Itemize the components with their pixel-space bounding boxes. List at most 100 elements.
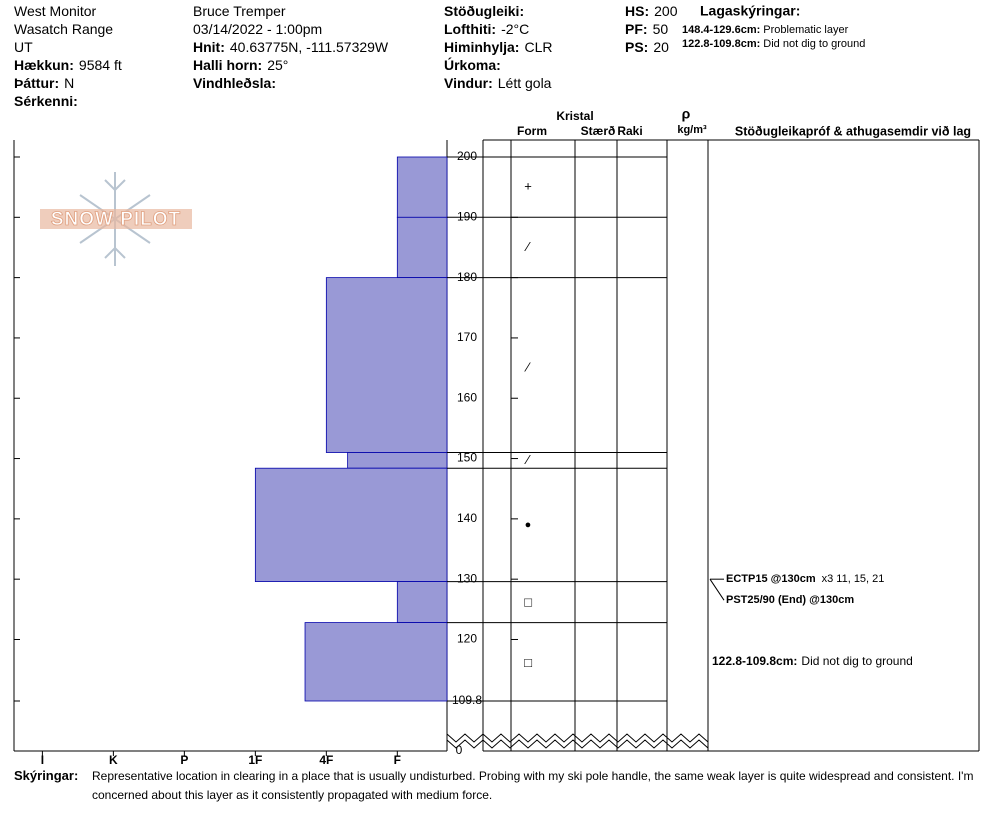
- y-tick-label: 150: [457, 451, 477, 465]
- legend-text: Did not dig to ground: [763, 38, 865, 50]
- logo-text: SNOW PILOT: [51, 209, 181, 230]
- field-label: Vindhleðsla:: [193, 75, 276, 91]
- x-tick-label: 4F: [319, 753, 333, 766]
- header-field: HS: 200: [625, 3, 678, 19]
- field-label: Hnit:: [193, 39, 225, 55]
- comment-text: Did not dig to ground: [801, 654, 912, 668]
- grain-form: ⁄: [524, 452, 531, 467]
- header-field: Stöðugleiki:: [444, 3, 524, 19]
- header-field: Vindhleðsla:: [193, 75, 276, 91]
- test-result: x3 11, 15, 21: [822, 573, 885, 585]
- field-label: Halli horn:: [193, 57, 262, 73]
- hardness-bar: [325, 277, 448, 453]
- field-value: UT: [14, 39, 33, 55]
- col-header: Raki: [617, 124, 642, 138]
- header-field: West Monitor: [14, 3, 97, 19]
- x-tick-label: P: [180, 753, 188, 766]
- field-value: 200: [654, 3, 678, 19]
- test-label: ECTP15 @130cm x3 11, 15, 21: [726, 573, 884, 585]
- legend-text: Problematic layer: [763, 24, 848, 36]
- header-field: UT: [14, 39, 33, 55]
- header-field: 03/14/2022 - 1:00pm: [193, 21, 322, 37]
- header-field: Himinhylja: CLR: [444, 39, 552, 55]
- test-arrow: [709, 578, 725, 601]
- header-field: Sérkenni:: [14, 93, 78, 109]
- field-label: Úrkoma:: [444, 56, 501, 73]
- y-tick-label: 170: [457, 330, 477, 344]
- snow-profile: SNOW PILOT Kristal Form Stærð Raki ρ kg/…: [13, 3, 980, 767]
- hardness-bar: [304, 622, 448, 702]
- footer-text: Representative location in clearing in a…: [92, 769, 974, 802]
- field-value: CLR: [524, 39, 552, 55]
- test-label: PST25/90 (End) @130cm: [726, 594, 854, 606]
- grain-form: ●: [525, 519, 532, 531]
- field-label: Vindur:: [444, 75, 493, 91]
- field-value: 03/14/2022 - 1:00pm: [193, 21, 322, 37]
- col-header: Stöðugleikapróf & athugasemdir við lag: [735, 124, 971, 138]
- grain-form: +: [524, 179, 532, 194]
- y-tick-label: 190: [457, 209, 477, 223]
- test-name: ECTP15 @130cm: [726, 573, 816, 585]
- header-field: Hnit: 40.63775N, -111.57329W: [193, 39, 389, 55]
- legend-entry: 122.8-109.8cm: Did not dig to ground: [682, 38, 865, 50]
- y-tick-label: 109.8: [452, 693, 482, 707]
- col-header: Stærð: [581, 124, 616, 138]
- y-tick-label: 130: [457, 571, 477, 585]
- field-value: 50: [653, 21, 669, 37]
- grain-form: □: [524, 595, 532, 610]
- field-label: Hækkun:: [14, 57, 74, 73]
- field-value: West Monitor: [14, 3, 97, 19]
- x-tick-label: K: [109, 753, 118, 766]
- frame: [13, 139, 980, 752]
- legend-title: Lagaskýringar:: [700, 3, 800, 19]
- field-label: Þáttur:: [14, 75, 59, 91]
- grain-form: □: [524, 655, 532, 670]
- header-field: Wasatch Range: [14, 21, 113, 37]
- hardness-bar: [396, 216, 448, 279]
- field-label: HS:: [625, 3, 649, 19]
- comment-range: 122.8-109.8cm:: [712, 654, 797, 668]
- field-value: Wasatch Range: [14, 21, 113, 37]
- legend-range: 148.4-129.6cm:: [682, 24, 760, 36]
- grain-form: ⁄: [524, 360, 531, 375]
- col-header: kg/m³: [677, 124, 707, 136]
- header-field: Þáttur: N: [14, 75, 74, 91]
- header-field: Úrkoma:: [444, 56, 501, 73]
- header-field: Hækkun: 9584 ft: [14, 57, 122, 73]
- field-value: N: [64, 75, 74, 91]
- test-name: PST25/90 (End) @130cm: [726, 594, 854, 606]
- hardness-bar: [396, 156, 448, 218]
- col-header: Form: [517, 124, 547, 138]
- header-field: PS: 20: [625, 39, 669, 55]
- y-bottom-label: 0: [456, 743, 463, 757]
- footer-label: Skýringar:: [14, 768, 79, 783]
- field-value: 40.63775N, -111.57329W: [230, 39, 389, 55]
- hardness-bar: [254, 467, 448, 582]
- header-field: Vindur: Létt gola: [444, 75, 552, 91]
- y-tick-label: 200: [457, 149, 477, 163]
- hardness-bar: [347, 452, 448, 469]
- y-tick-label: 180: [457, 270, 477, 284]
- y-tick-label: 120: [457, 632, 477, 646]
- x-tick-label: F: [394, 753, 401, 766]
- field-value: 20: [653, 39, 669, 55]
- col-header: ρ: [682, 106, 691, 122]
- x-tick-label: I: [41, 753, 44, 766]
- hardness-bar: [396, 581, 448, 623]
- field-label: Himinhylja:: [444, 39, 519, 55]
- header-field: Halli horn: 25°: [193, 57, 288, 73]
- field-value: Bruce Tremper: [193, 3, 286, 19]
- col-header: Kristal: [556, 109, 593, 123]
- footer: Skýringar: Representative location in cl…: [14, 766, 989, 805]
- y-tick-label: 140: [457, 511, 477, 525]
- x-tick-label: 1F: [248, 753, 262, 766]
- legend-range: 122.8-109.8cm:: [682, 38, 760, 50]
- header-field: PF: 50: [625, 21, 668, 37]
- field-label: Lofthiti:: [444, 21, 496, 37]
- grain-form: ⁄: [524, 239, 531, 254]
- y-tick-label: 160: [457, 390, 477, 404]
- field-label: Sérkenni:: [14, 93, 78, 109]
- field-label: PF:: [625, 21, 648, 37]
- field-label: PS:: [625, 39, 648, 55]
